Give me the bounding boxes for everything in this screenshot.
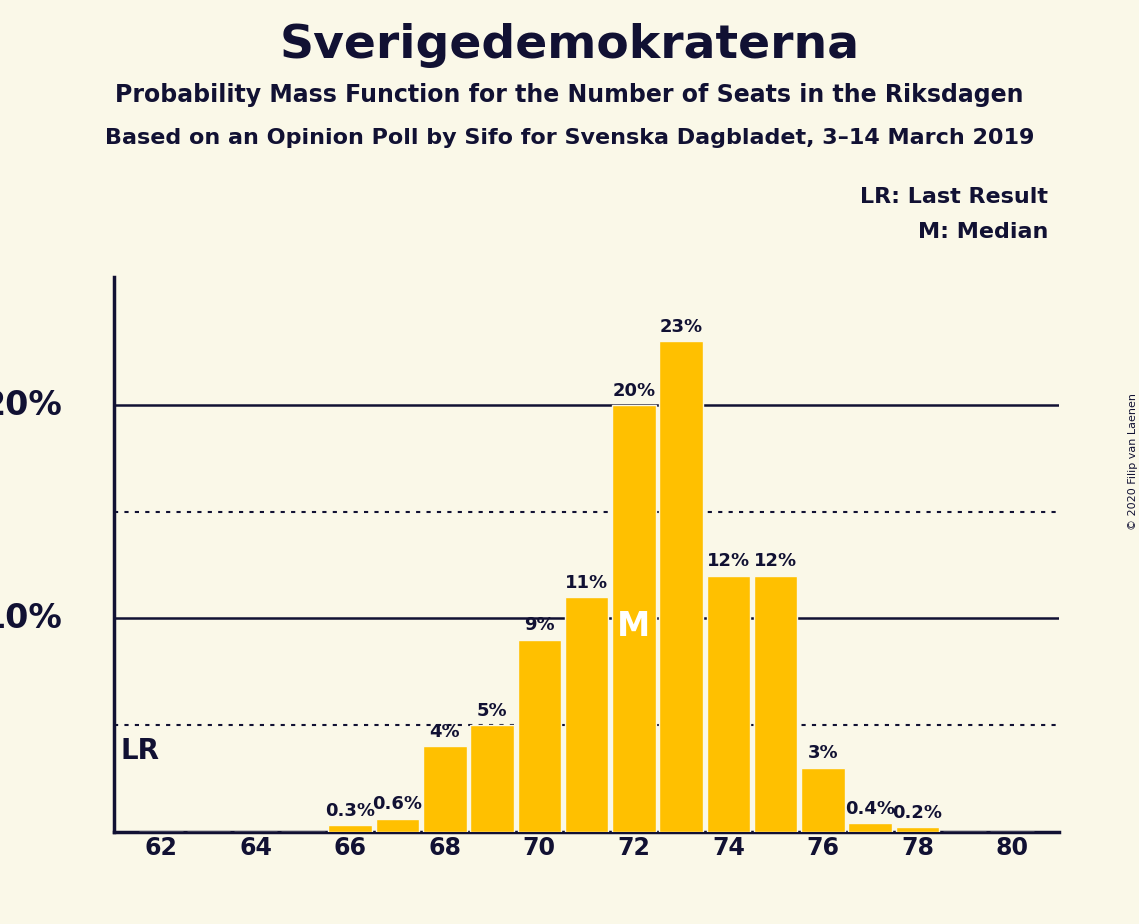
Bar	[423, 747, 467, 832]
Text: Based on an Opinion Poll by Sifo for Svenska Dagbladet, 3–14 March 2019: Based on an Opinion Poll by Sifo for Sve…	[105, 128, 1034, 148]
Bar	[470, 725, 514, 832]
Text: 20%: 20%	[0, 389, 62, 421]
Bar	[849, 823, 892, 832]
Text: M: M	[617, 611, 650, 643]
Text: 5%: 5%	[477, 701, 507, 720]
Text: 3%: 3%	[808, 745, 838, 762]
Text: 11%: 11%	[565, 574, 608, 591]
Bar	[517, 639, 562, 832]
Text: 23%: 23%	[659, 318, 703, 335]
Text: 12%: 12%	[707, 553, 749, 570]
Bar	[754, 576, 797, 832]
Bar	[376, 819, 419, 832]
Text: © 2020 Filip van Laenen: © 2020 Filip van Laenen	[1129, 394, 1138, 530]
Text: 12%: 12%	[754, 553, 797, 570]
Text: 0.2%: 0.2%	[893, 804, 942, 822]
Text: 0.4%: 0.4%	[845, 800, 895, 818]
Text: 20%: 20%	[613, 382, 655, 400]
Text: 4%: 4%	[429, 723, 460, 741]
Text: LR: LR	[121, 736, 159, 764]
Bar	[659, 341, 703, 832]
Text: Sverigedemokraterna: Sverigedemokraterna	[279, 23, 860, 68]
Text: 9%: 9%	[524, 616, 555, 635]
Text: M: Median: M: Median	[918, 222, 1048, 242]
Text: 0.6%: 0.6%	[372, 796, 423, 813]
Text: LR: Last Result: LR: Last Result	[860, 187, 1048, 207]
Bar	[565, 597, 608, 832]
Text: 0.3%: 0.3%	[326, 802, 375, 820]
Bar	[801, 768, 845, 832]
Bar	[895, 827, 940, 832]
Bar	[612, 405, 656, 832]
Text: Probability Mass Function for the Number of Seats in the Riksdagen: Probability Mass Function for the Number…	[115, 83, 1024, 107]
Text: 10%: 10%	[0, 602, 62, 635]
Bar	[706, 576, 751, 832]
Bar	[328, 825, 372, 832]
